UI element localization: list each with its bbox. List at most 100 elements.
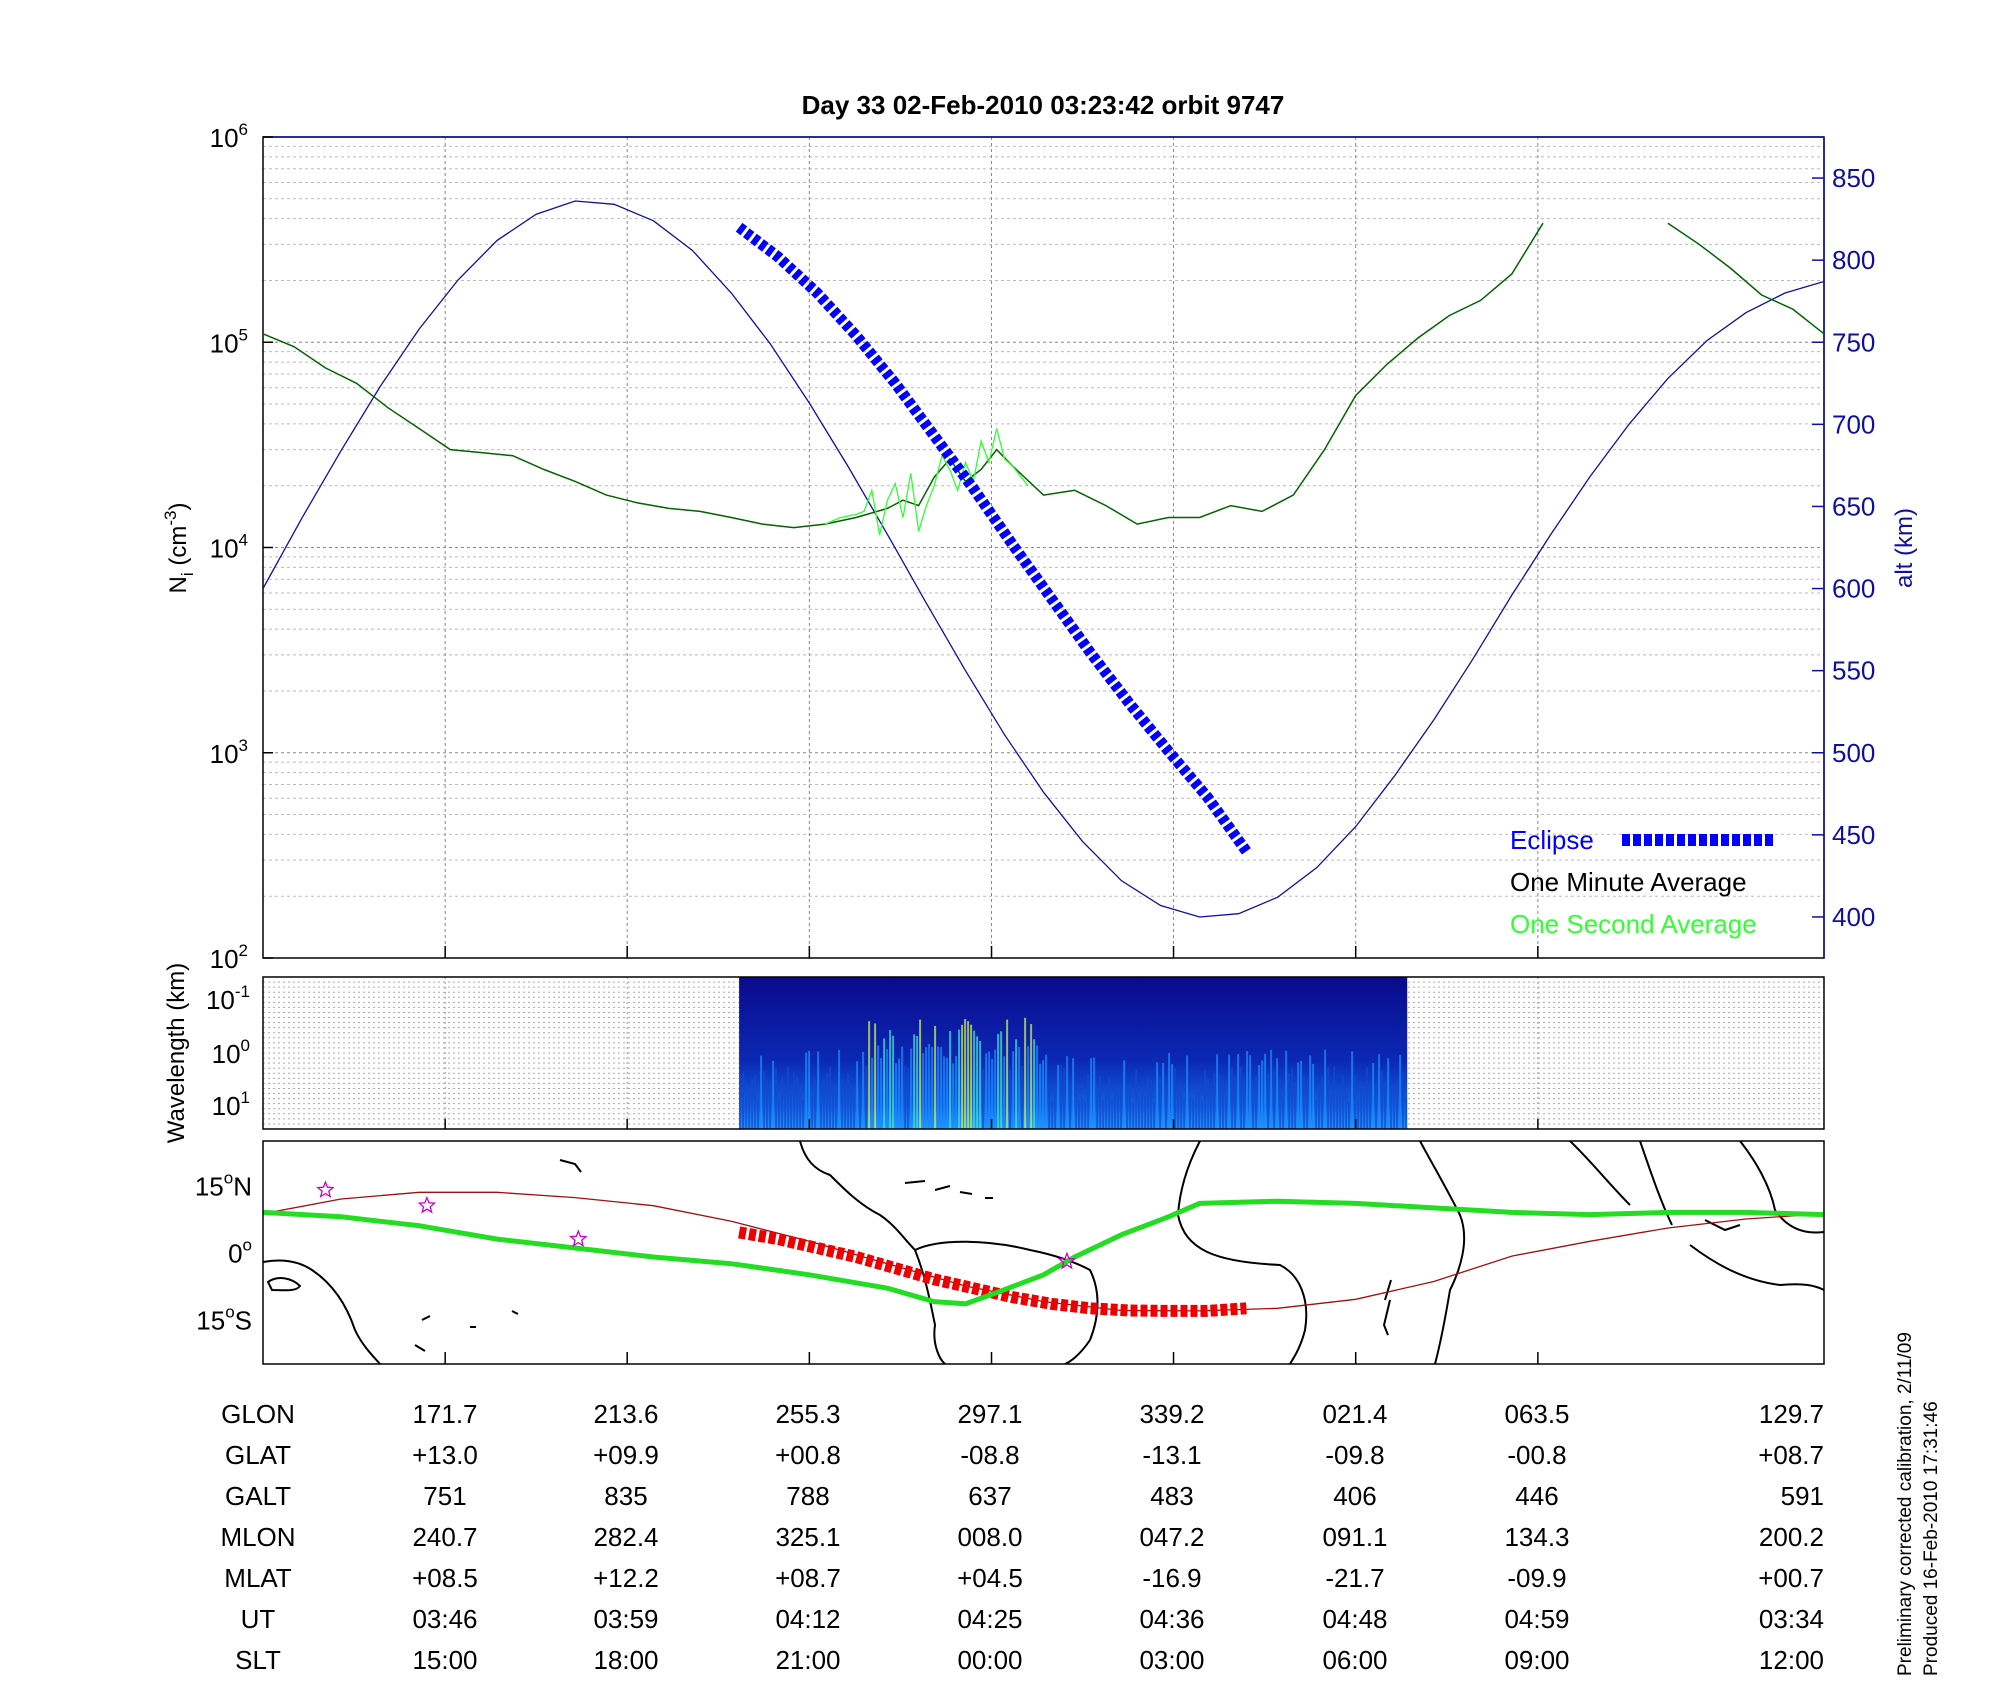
density-y-label-base: N — [165, 576, 192, 593]
spectrogram-streak — [754, 1075, 757, 1129]
density-y-label-sub: i — [178, 572, 197, 576]
footnote-produced: Produced 16-Feb-2010 17:31:46 — [1921, 1401, 1942, 1676]
spectrogram-streak — [1378, 1054, 1381, 1129]
spectrogram-streak — [739, 1076, 742, 1129]
spectrogram-streak — [1321, 1077, 1324, 1129]
spectrogram-streak — [1108, 1076, 1111, 1129]
degree-sign: o — [243, 1236, 252, 1255]
table-cell: 021.4 — [1322, 1399, 1387, 1429]
spectrogram-streak — [1168, 1052, 1171, 1129]
spectrogram-streak — [1273, 1068, 1276, 1129]
table-cell: 637 — [968, 1481, 1011, 1511]
spectrogram-streak — [1006, 1019, 1009, 1129]
spectrogram-streak — [901, 1046, 904, 1129]
table-cell: 446 — [1515, 1481, 1558, 1511]
table-cell: 09:00 — [1504, 1645, 1569, 1675]
table-cell: -09.8 — [1325, 1440, 1384, 1470]
spectrogram-streak — [1204, 1070, 1207, 1129]
spectrogram-streak — [1345, 1085, 1348, 1129]
spectrogram-streak — [847, 1073, 850, 1129]
spectrogram-streak — [1342, 1074, 1345, 1129]
spectrogram-streak — [1066, 1056, 1069, 1129]
spectrogram-streak — [1153, 1101, 1156, 1129]
table-cell: 04:25 — [957, 1604, 1022, 1634]
tick-base: 10 — [210, 328, 239, 358]
spectrogram-streak — [1237, 1054, 1240, 1129]
table-cell: 04:12 — [775, 1604, 840, 1634]
map-y-tick-label: 15oN — [195, 1169, 252, 1202]
lat-number: 15 — [196, 1305, 225, 1335]
spectrogram-streak — [940, 1047, 943, 1129]
spectrogram-streak — [1294, 1081, 1297, 1129]
spectrogram-streak — [805, 1052, 808, 1129]
spectrogram-streak — [1171, 1064, 1174, 1129]
table-cell: +04.5 — [957, 1563, 1023, 1593]
map-x-ticks — [444, 1352, 1539, 1364]
star-markers — [316, 1180, 1077, 1270]
table-row-label: MLON — [220, 1522, 295, 1552]
spectrogram-streak — [1303, 1075, 1306, 1129]
spectrogram-streak — [1165, 1084, 1168, 1129]
altitude-y-tick-label: 500 — [1832, 738, 1875, 768]
spectrogram-streak — [838, 1049, 841, 1129]
spectrogram-streak — [781, 1075, 784, 1129]
spectrogram-streak — [1201, 1100, 1204, 1129]
lat-number: 15 — [195, 1172, 224, 1202]
magnetic-equator-line — [263, 1198, 1824, 1307]
spectrogram-streak — [1087, 1073, 1090, 1129]
spectrogram-streak — [1105, 1087, 1108, 1129]
tick-exponent: 1 — [241, 1088, 250, 1107]
spectrogram-streak — [1270, 1049, 1273, 1129]
table-cell: 788 — [786, 1481, 829, 1511]
spectrogram-streak — [1258, 1065, 1261, 1129]
altitude-y-ticks: 400 450 500 550 600 650 700 750 800 850 — [1812, 163, 1875, 932]
spectrogram-streak — [1369, 1090, 1372, 1129]
spectrogram-streak — [1144, 1096, 1147, 1129]
table-cell: 063.5 — [1504, 1399, 1569, 1429]
spectrogram-streak — [1240, 1066, 1243, 1129]
spectrogram-streak — [1117, 1090, 1120, 1129]
altitude-y-label: alt (km) — [1891, 508, 1918, 588]
table-cell: 255.3 — [775, 1399, 840, 1429]
spectrogram-streak — [1267, 1073, 1270, 1129]
spectrogram-streak — [1261, 1060, 1264, 1129]
legend-eclipse-label: Eclipse — [1510, 825, 1594, 855]
altitude-y-tick-label: 850 — [1832, 163, 1875, 193]
coastline-africa — [1176, 1141, 1308, 1364]
table-row-label: SLT — [235, 1645, 281, 1675]
density-y-label-exp: -3 — [161, 511, 180, 526]
spectrogram-streak — [1093, 1057, 1096, 1129]
spectrogram-streak — [1054, 1094, 1057, 1129]
table-cell: 15:00 — [412, 1645, 477, 1675]
spectrogram-streak — [760, 1055, 763, 1129]
spectrogram-streak — [1102, 1099, 1105, 1129]
spectrogram-streak — [985, 1053, 988, 1129]
ephemeris-table: GLON 171.7 213.6 255.3 297.1 339.2 021.4 063.5 1… — [220, 1399, 1824, 1675]
spectrogram-streak — [1135, 1069, 1138, 1129]
spectrogram-streak — [970, 1024, 973, 1129]
spectrogram-streak — [1357, 1100, 1360, 1129]
spectrogram-streak — [991, 1059, 994, 1129]
altitude-y-tick-label: 600 — [1832, 574, 1875, 604]
tick-exponent: -1 — [235, 982, 250, 1001]
spectrogram-streak — [1210, 1082, 1213, 1129]
spectrogram-streak — [1189, 1097, 1192, 1129]
spectrogram-streak — [1198, 1086, 1201, 1129]
spectrogram-streak — [1132, 1102, 1135, 1129]
spectrogram-streak — [763, 1071, 766, 1129]
spectrogram-streak — [1195, 1092, 1198, 1129]
spectrogram-streak — [997, 1033, 1000, 1129]
table-cell: 03:59 — [593, 1604, 658, 1634]
spectrogram-streak — [1330, 1094, 1333, 1129]
density-y-label: Ni (cm-3) — [161, 503, 197, 594]
spectrogram-streak — [865, 1066, 868, 1129]
table-cell: 134.3 — [1504, 1522, 1569, 1552]
spectrogram-streak — [823, 1080, 826, 1129]
spectrogram-streak — [1147, 1076, 1150, 1129]
spectrogram-streak — [967, 1021, 970, 1129]
spectrogram-streak — [1339, 1091, 1342, 1129]
spectrogram-streak — [1057, 1064, 1060, 1129]
eclipse-line — [735, 222, 1251, 855]
spectrogram-streak — [1183, 1098, 1186, 1129]
table-cell: 03:00 — [1139, 1645, 1204, 1675]
